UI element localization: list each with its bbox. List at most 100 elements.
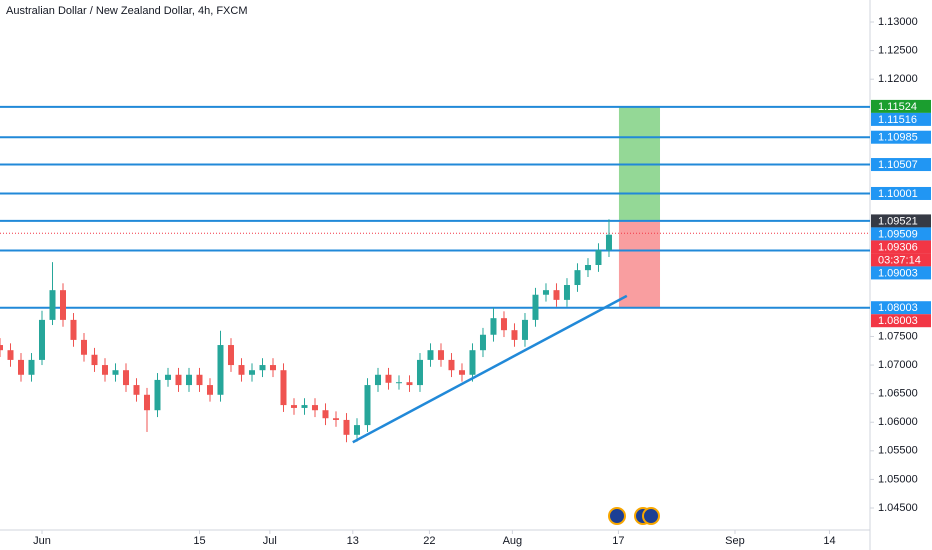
candle-body (206, 385, 213, 395)
price-badge-label: 1.11516 (878, 114, 917, 126)
price-badge (871, 112, 931, 126)
candle-body (385, 374, 392, 383)
candle-body (280, 370, 287, 406)
price-badge-label: 1.09306 (878, 241, 918, 253)
price-badge-label: 1.08003 (878, 302, 918, 314)
price-badge (871, 314, 931, 328)
candle-body (28, 359, 35, 375)
price-badge-label: 1.08003 (878, 315, 918, 327)
price-badge (871, 214, 931, 228)
x-tick-label: Jul (263, 535, 277, 547)
candle-body (80, 339, 87, 355)
candle-body (38, 319, 45, 360)
price-badge (871, 186, 931, 200)
candle-body (122, 370, 129, 386)
candle-body (469, 350, 476, 375)
price-badge-label: 1.10001 (878, 188, 918, 200)
candle-body (395, 382, 402, 384)
candle-body (532, 294, 539, 320)
candle-body (154, 379, 161, 411)
candle-body (605, 234, 612, 251)
price-badge (871, 227, 931, 241)
candle-body (437, 350, 444, 360)
candle-body (542, 290, 549, 295)
candle-body (185, 374, 192, 386)
candle-body (353, 425, 360, 435)
candle-body (322, 410, 329, 419)
candle-body (259, 365, 266, 371)
candle-body (490, 318, 497, 335)
countdown-label: 03:37:14 (878, 254, 921, 266)
price-badge-label: 1.10985 (878, 132, 918, 144)
candle-body (196, 374, 203, 386)
candle-body (553, 290, 560, 300)
x-tick-label: 13 (347, 535, 359, 547)
price-badge-label: 1.09003 (878, 267, 918, 279)
candle-body (332, 418, 339, 420)
candle-body (0, 345, 3, 351)
candle-body (301, 405, 308, 408)
y-tick-label: 1.06000 (878, 416, 918, 428)
candle-body (143, 394, 150, 411)
candle-body (427, 350, 434, 360)
price-badge (871, 130, 931, 144)
price-badge (871, 301, 931, 315)
loss-zone (618, 220, 661, 308)
price-badge-label: 1.11524 (878, 101, 917, 113)
candle-body (500, 318, 507, 331)
candle-body (416, 359, 423, 386)
x-tick-label: 15 (193, 535, 205, 547)
candle-body (7, 350, 14, 360)
candle-body (175, 374, 182, 386)
candle-body (70, 319, 77, 340)
candle-body (311, 405, 318, 411)
y-tick-label: 1.12500 (878, 45, 918, 57)
y-tick-label: 1.06500 (878, 388, 918, 400)
price-badge (871, 99, 931, 113)
candle-body (217, 345, 224, 395)
candle-body (133, 385, 140, 395)
candle-body (59, 290, 66, 320)
candle-body (49, 290, 56, 320)
candle-body (563, 285, 570, 300)
y-tick-label: 1.13000 (878, 16, 918, 28)
candle-body (101, 365, 108, 375)
x-tick-label: Aug (503, 535, 523, 547)
countdown-badge (871, 253, 931, 267)
price-badge-label: 1.09509 (878, 228, 918, 240)
x-tick-label: Jun (33, 535, 51, 547)
candle-body (595, 250, 602, 265)
candle-body (290, 405, 297, 408)
plot-area (0, 105, 870, 444)
x-tick-label: 17 (612, 535, 624, 547)
candle-body (112, 370, 119, 375)
y-tick-label: 1.04500 (878, 502, 918, 514)
candle-body (238, 365, 245, 375)
candle-body (511, 330, 518, 340)
candle-body (343, 419, 350, 435)
chart-title: Australian Dollar / New Zealand Dollar, … (6, 5, 247, 17)
event-icons (608, 507, 660, 525)
candle-body (164, 374, 171, 380)
candle-body (364, 385, 371, 426)
trendline (352, 294, 628, 444)
x-tick-label: Sep (725, 535, 745, 547)
candle-body (584, 265, 591, 271)
candle-body (574, 270, 581, 286)
candle-body (248, 370, 255, 375)
price-badge (871, 158, 931, 172)
candle-body (17, 359, 24, 375)
candle-body (91, 354, 98, 366)
y-tick-label: 1.05000 (878, 473, 918, 485)
candle-body (521, 319, 528, 340)
x-tick-label: 22 (423, 535, 435, 547)
candle-body (374, 374, 381, 386)
y-tick-label: 1.07000 (878, 359, 918, 371)
x-tick-label: 14 (823, 535, 835, 547)
candle-body (227, 345, 234, 366)
y-tick-label: 1.07500 (878, 330, 918, 342)
price-badge-label: 1.10507 (878, 159, 918, 171)
y-tick-label: 1.12000 (878, 73, 918, 85)
candle-body (458, 370, 465, 375)
